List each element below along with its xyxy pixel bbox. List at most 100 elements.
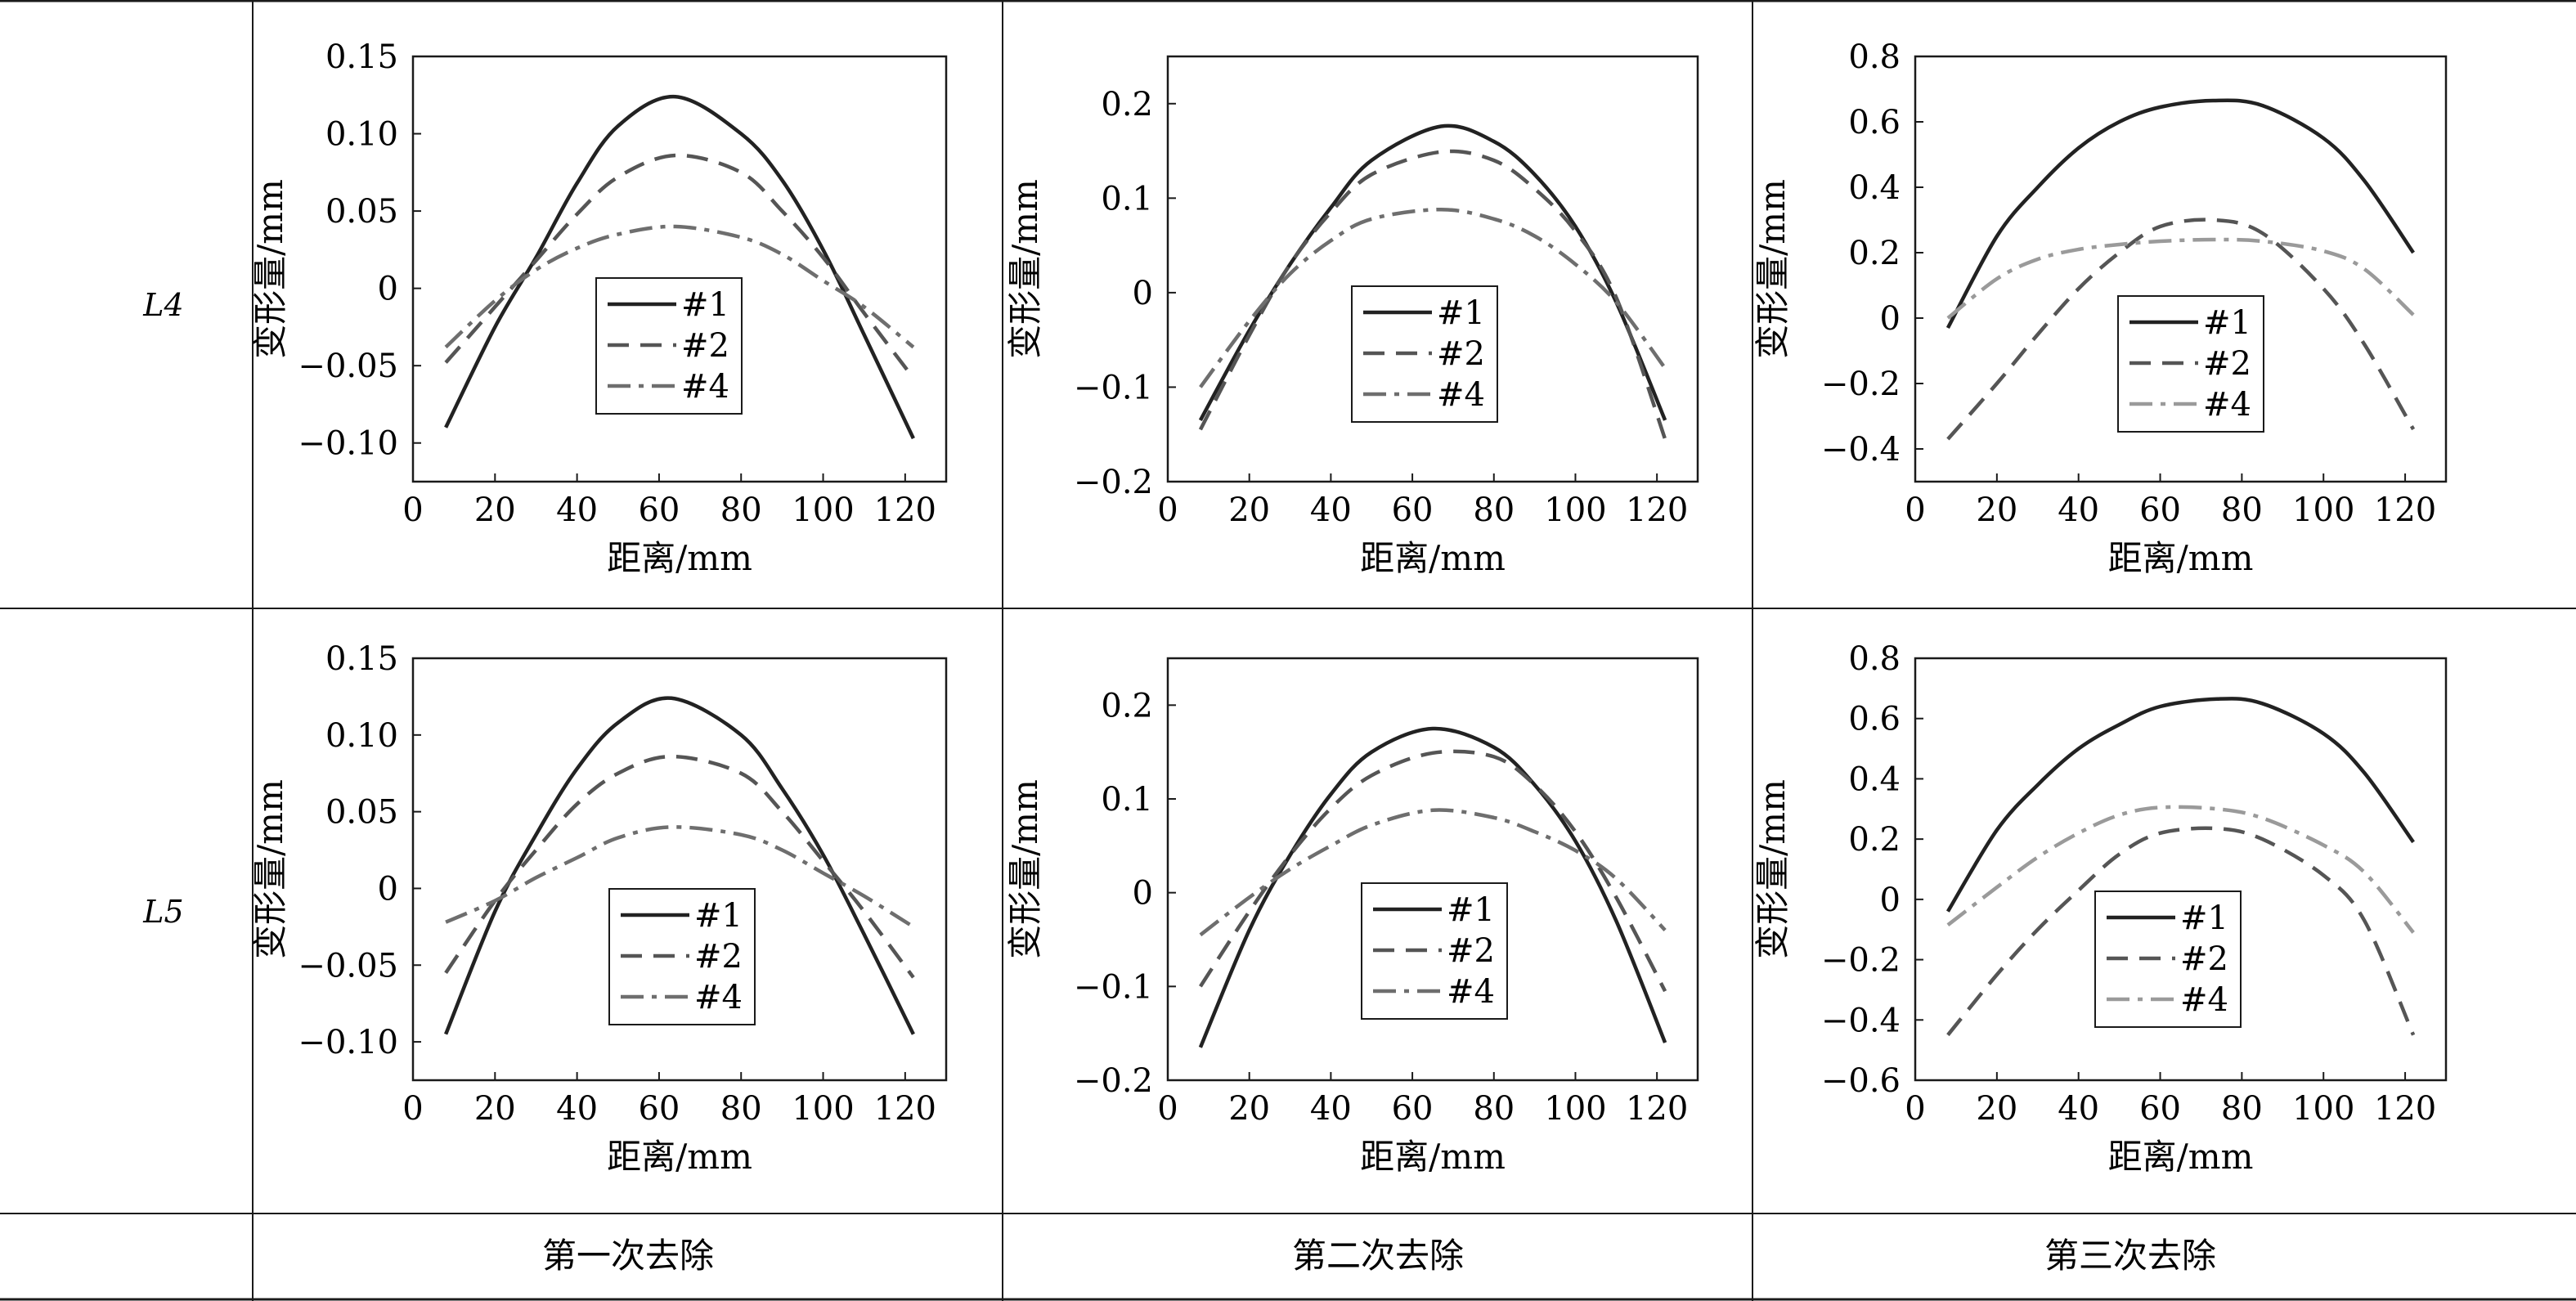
x-tick-label: 0: [1905, 491, 1925, 529]
x-tick-label: 80: [2221, 491, 2263, 529]
plot-frame: [1166, 55, 1699, 483]
plot-frame: [411, 55, 948, 483]
series-line-2: [1199, 749, 1667, 993]
legend-label-1: #1: [681, 286, 729, 324]
chart-panel: 0 20 40 60 80 100 120 0.2 0.1 0 −0.1 −0.2 距离/mm 变形量/m…: [1005, 55, 1699, 578]
legend-label-1: #1: [1437, 294, 1485, 332]
y-tick-label: −0.2: [1074, 1062, 1153, 1100]
y-tick-label: −0.10: [298, 1024, 398, 1061]
x-tick-label: 20: [474, 491, 516, 529]
x-tick-label: 40: [556, 1090, 598, 1128]
y-tick-label: 0.8: [1848, 38, 1901, 76]
plot-frame: [1166, 657, 1699, 1082]
series-line-2: [1946, 826, 2416, 1037]
x-tick-label: 0: [402, 491, 423, 529]
chart-panels: 0 20 40 60 80 100 1200.150.100.050−0.05−0.10距离…: [250, 38, 2448, 1177]
y-tick-label: −0.10: [298, 425, 398, 463]
y-axis-label: 变形量/mm: [1005, 179, 1045, 359]
series-line-1: [1945, 98, 2415, 330]
y-tick-label: 0.2: [1101, 687, 1153, 725]
series-line-4: [1199, 207, 1667, 388]
series-line-4: [1946, 237, 2415, 320]
x-tick-label: 80: [720, 491, 762, 529]
series-line-1: [444, 696, 915, 1035]
y-tick-label: 0.15: [325, 640, 398, 678]
column-label-third-removal: 第三次去除: [2044, 1236, 2216, 1276]
plot-frame: [1914, 657, 2448, 1082]
legend-label-1: #1: [2203, 304, 2251, 342]
legend-label-4: #4: [1437, 376, 1485, 414]
y-tick-label: 0.10: [325, 717, 398, 755]
x-tick-label: 120: [1626, 1090, 1688, 1128]
series-line-2: [444, 754, 915, 979]
y-tick-label: 0.6: [1848, 701, 1901, 738]
legend: #1#2#4: [1351, 285, 1498, 423]
x-tick-label: 60: [638, 491, 680, 529]
legend-label-4: #4: [681, 368, 729, 406]
x-tick-label: 100: [1544, 491, 1606, 529]
legend-label-2: #2: [694, 938, 743, 976]
plot-frame: [1914, 55, 2448, 483]
y-tick-label: 0: [1133, 875, 1153, 913]
series-line-1: [1198, 726, 1667, 1048]
y-tick-label: 0.1: [1101, 180, 1153, 218]
x-tick-label: 60: [1392, 491, 1434, 529]
y-tick-label: 0.2: [1848, 235, 1901, 272]
y-tick-label: 0.8: [1848, 640, 1901, 678]
x-tick-label: 60: [638, 1090, 680, 1128]
x-axis-label: 距离/mm: [1360, 538, 1506, 578]
chart-panel: 0 20 40 60 80 100 120 0.15 0.10 0.05 0 −0.05 −0.10 距离…: [250, 640, 948, 1177]
legend-label-2: #2: [1437, 335, 1485, 373]
series-line-2: [444, 153, 915, 379]
y-tick-label: −0.4: [1821, 431, 1901, 469]
y-tick-label: 0.05: [325, 794, 398, 832]
x-axis-label: 距离/mm: [2108, 1137, 2254, 1177]
column-label-second-removal: 第二次去除: [1292, 1236, 1464, 1276]
legend-box: [1351, 285, 1498, 423]
x-tick-label: 0: [1157, 1090, 1178, 1128]
y-tick-label: 0: [1880, 882, 1901, 919]
y-tick-label: −0.05: [298, 348, 398, 385]
x-tick-label: 100: [2292, 491, 2354, 529]
x-tick-label: 80: [1473, 1090, 1515, 1128]
y-tick-label: 0.2: [1101, 86, 1153, 123]
legend-label-4: #4: [1447, 973, 1495, 1011]
x-tick-label: 120: [874, 491, 936, 529]
x-axis-label: 距离/mm: [1360, 1137, 1506, 1177]
series-line-1: [444, 94, 915, 440]
y-tick-label: −0.1: [1074, 369, 1153, 406]
legend-label-2: #2: [2203, 345, 2251, 383]
x-tick-label: 40: [1310, 491, 1352, 529]
x-tick-label: 0: [1157, 491, 1178, 529]
x-tick-label: 80: [720, 1090, 762, 1128]
y-axis-label: 变形量/mm: [250, 779, 290, 959]
legend: #1#2#4: [608, 888, 756, 1025]
chart-panel: 0 20 40 60 80 100 120 0.2 0.1 0 −0.1 −0.2 距离/mm 变形量/m…: [1005, 657, 1699, 1177]
y-tick-label: 0: [378, 870, 398, 908]
y-tick-label: 0.05: [325, 193, 398, 231]
legend-label-4: #4: [2203, 386, 2251, 424]
x-tick-label: 100: [792, 1090, 854, 1128]
legend-label-1: #1: [2180, 899, 2228, 937]
x-tick-label: 100: [792, 491, 854, 529]
legend-label-2: #2: [1447, 932, 1495, 970]
y-tick-label: 0.6: [1848, 104, 1901, 141]
legend: #1#2#4: [2117, 295, 2264, 433]
legend: #1#2#4: [1361, 882, 1508, 1020]
plot-frame: [411, 657, 948, 1082]
y-tick-label: −0.05: [298, 947, 398, 985]
x-tick-label: 60: [1392, 1090, 1434, 1128]
y-tick-label: −0.2: [1821, 366, 1901, 403]
x-tick-label: 120: [2374, 491, 2436, 529]
series-line-4: [1946, 805, 2415, 934]
y-tick-label: −0.2: [1074, 464, 1153, 501]
x-tick-label: 0: [402, 1090, 423, 1128]
x-tick-label: 0: [1905, 1090, 1925, 1128]
row-label-l5: L5: [142, 894, 183, 930]
x-tick-label: 20: [1976, 1090, 2017, 1128]
y-tick-label: 0: [1880, 300, 1901, 338]
y-axis-label: 变形量/mm: [250, 179, 290, 359]
x-tick-label: 60: [2139, 491, 2181, 529]
x-tick-label: 120: [1626, 491, 1688, 529]
